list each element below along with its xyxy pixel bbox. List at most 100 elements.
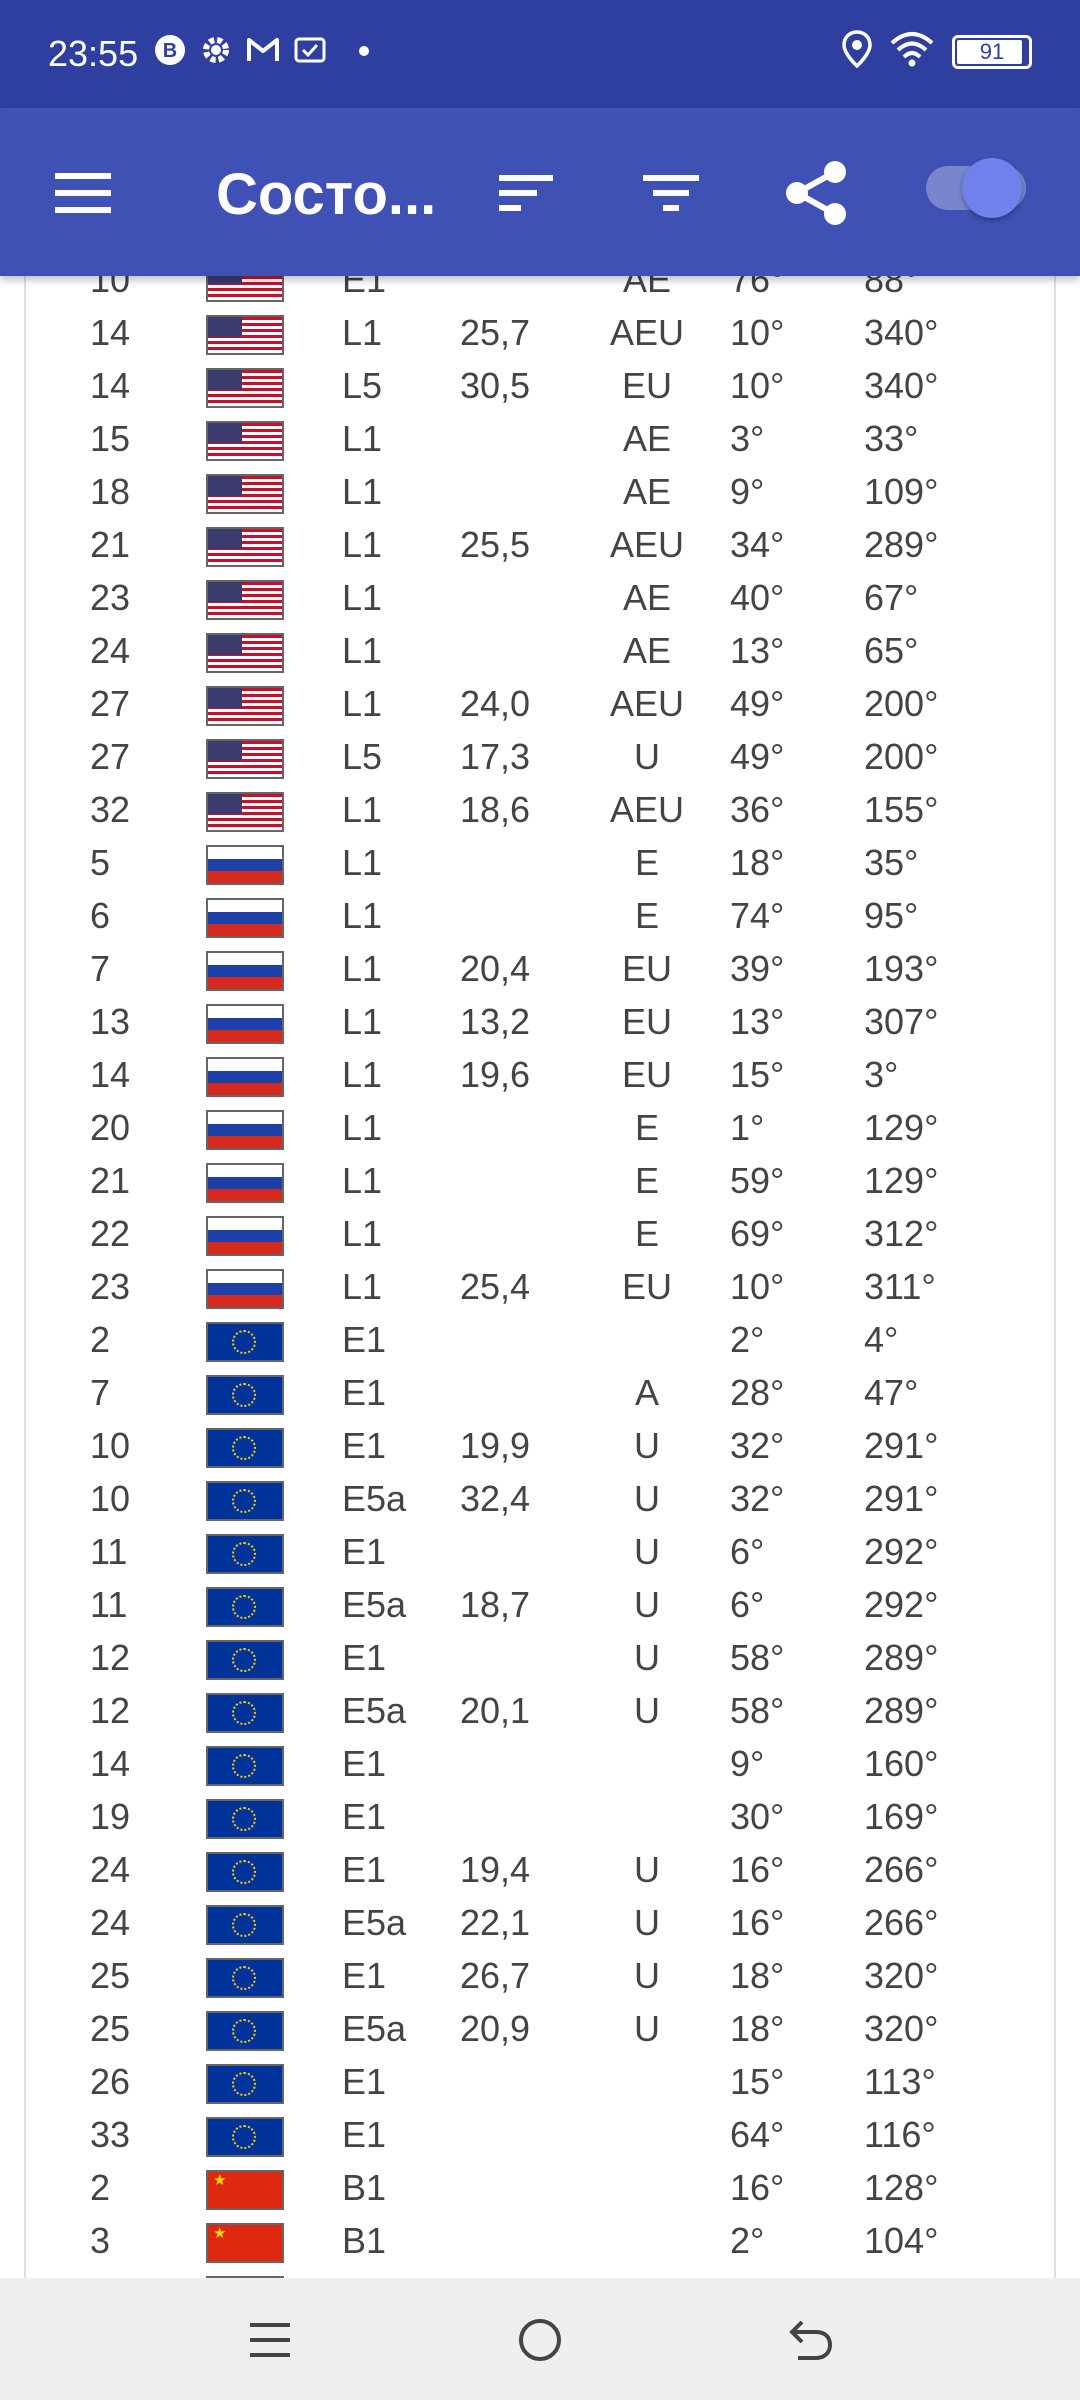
flag-eu-icon — [206, 2064, 284, 2104]
azimuth: 116° — [864, 2114, 936, 2155]
table-row[interactable]: 14 L1 25,7 AEU 10° 340° — [26, 307, 1054, 360]
usage-flags: A — [634, 1372, 659, 1413]
snr-value: 19,6 — [460, 1054, 531, 1095]
table-row[interactable]: 5 L1 E 18° 35° — [26, 837, 1054, 890]
elevation: 9° — [730, 1743, 765, 1784]
flag-eu-icon — [206, 1534, 284, 1574]
elevation: 3° — [730, 418, 765, 459]
table-row[interactable]: 23 L1 AE 40° 67° — [26, 572, 1054, 625]
table-row[interactable]: 21 L1 E 59° 129° — [26, 1155, 1054, 1208]
elevation: 58° — [730, 1690, 785, 1731]
snr-value: 25,5 — [460, 524, 531, 565]
usage-flags: AE — [622, 471, 672, 512]
table-row[interactable]: 10 E1 19,9 U 32° 291° — [26, 1420, 1054, 1473]
elevation: 13° — [730, 1001, 785, 1042]
battery-level: 91 — [979, 38, 1005, 64]
table-row[interactable]: 25 E1 26,7 U 18° 320° — [26, 1950, 1054, 2003]
flag-us-icon — [206, 527, 284, 567]
table-row[interactable]: 22 L1 E 69° 312° — [26, 1208, 1054, 1261]
azimuth: 47° — [864, 1372, 919, 1413]
table-row[interactable]: 21 L1 25,5 AEU 34° 289° — [26, 519, 1054, 572]
table-row[interactable]: 20 L1 E 1° 129° — [26, 1102, 1054, 1155]
table-row[interactable]: 33 E1 64° 116° — [26, 2109, 1054, 2162]
table-row[interactable]: 23 L1 25,4 EU 10° 311° — [26, 1261, 1054, 1314]
flag-ru-icon — [206, 1163, 284, 1203]
azimuth: 340° — [864, 365, 939, 406]
signal-band: E1 — [342, 1425, 387, 1466]
azimuth: 4° — [864, 1319, 899, 1360]
azimuth: 65° — [864, 630, 919, 671]
table-row[interactable]: 25 E5a 20,9 U 18° 320° — [26, 2003, 1054, 2056]
sat-number: 2 — [90, 1319, 111, 1360]
sort-icon[interactable] — [484, 150, 570, 236]
filter-icon[interactable] — [628, 150, 714, 236]
table-row[interactable]: 11 E1 U 6° 292° — [26, 1526, 1054, 1579]
sat-number: 12 — [90, 1690, 131, 1731]
snr-value: 24,0 — [460, 683, 531, 724]
page-title: Состо... — [216, 162, 437, 227]
sat-number: 27 — [90, 736, 131, 777]
table-row[interactable]: 24 E1 19,4 U 16° 266° — [26, 1844, 1054, 1897]
signal-band: E1 — [342, 1531, 387, 1572]
back-icon[interactable] — [778, 2308, 842, 2372]
table-row[interactable]: 24 L1 AE 13° 65° — [26, 625, 1054, 678]
table-row[interactable]: 12 E1 U 58° 289° — [26, 1632, 1054, 1685]
usage-flags: EU — [621, 1266, 672, 1307]
elevation: 10° — [730, 1266, 785, 1307]
flag-eu-icon — [206, 1693, 284, 1733]
usage-flags: U — [634, 2008, 660, 2049]
table-row[interactable]: 26 E1 15° 113° — [26, 2056, 1054, 2109]
table-row[interactable]: 32 L1 18,6 AEU 36° 155° — [26, 784, 1054, 837]
elevation: 13° — [730, 630, 785, 671]
sat-number: 2 — [90, 2167, 111, 2208]
elevation: 1° — [730, 1107, 765, 1148]
sat-number: 13 — [90, 1001, 131, 1042]
usage-flags: EU — [621, 1001, 672, 1042]
snr-value: 13,2 — [460, 1001, 531, 1042]
table-row[interactable]: 14 L1 19,6 EU 15° 3° — [26, 1049, 1054, 1102]
table-row[interactable]: 27 L1 24,0 AEU 49° 200° — [26, 678, 1054, 731]
table-row[interactable]: 2 B1 16° 128° — [26, 2162, 1054, 2215]
flag-ru-icon — [206, 1216, 284, 1256]
sat-number: 21 — [90, 1160, 131, 1201]
table-row[interactable]: 24 E5a 22,1 U 16° 266° — [26, 1897, 1054, 1950]
table-row[interactable]: 11 E5a 18,7 U 6° 292° — [26, 1579, 1054, 1632]
usage-flags: U — [634, 1902, 660, 1943]
table-row[interactable]: 27 L5 17,3 U 49° 200° — [26, 731, 1054, 784]
flag-ru-icon — [206, 898, 284, 938]
snr-value: 26,7 — [460, 1955, 531, 1996]
table-row[interactable]: 19 E1 30° 169° — [26, 1791, 1054, 1844]
snr-value: 20,1 — [460, 1690, 531, 1731]
usage-flags: EU — [621, 1054, 672, 1095]
sat-number: 3 — [90, 2220, 111, 2261]
flag-eu-icon — [206, 1375, 284, 1415]
table-row[interactable]: 7 L1 20,4 EU 39° 193° — [26, 943, 1054, 996]
nav-bar — [0, 2278, 1080, 2400]
azimuth: 129° — [864, 1160, 939, 1201]
sat-number: 5 — [90, 842, 111, 883]
table-row[interactable]: 3 B1 2° 104° — [26, 2215, 1054, 2268]
share-icon[interactable] — [774, 150, 860, 236]
signal-band: E5a — [342, 1690, 407, 1731]
elevation: 6° — [730, 1584, 765, 1625]
snr-value: 25,4 — [460, 1266, 531, 1307]
table-row[interactable]: 13 L1 13,2 EU 13° 307° — [26, 996, 1054, 1049]
table-row[interactable]: 2 E1 2° 4° — [26, 1314, 1054, 1367]
table-row[interactable]: 18 L1 AE 9° 109° — [26, 466, 1054, 519]
table-row[interactable]: 15 L1 AE 3° 33° — [26, 413, 1054, 466]
signal-band: L1 — [342, 471, 383, 512]
menu-icon[interactable] — [40, 150, 126, 236]
sat-number: 26 — [90, 2061, 131, 2102]
table-row[interactable]: 7 E1 A 28° 47° — [26, 1367, 1054, 1420]
elevation: 76° — [730, 276, 785, 300]
table-row[interactable]: 12 E5a 20,1 U 58° 289° — [26, 1685, 1054, 1738]
table-row[interactable]: 14 E1 9° 160° — [26, 1738, 1054, 1791]
home-icon[interactable] — [508, 2308, 572, 2372]
table-row[interactable]: 14 L5 30,5 EU 10° 340° — [26, 360, 1054, 413]
table-row[interactable]: 6 L1 E 74° 95° — [26, 890, 1054, 943]
satellite-list[interactable]: 10 E1 AE 76° 88° 14 L1 25,7 AEU 10° 340° 14 L5 3… — [24, 276, 1056, 2278]
recents-icon[interactable] — [238, 2308, 302, 2372]
table-row[interactable]: 10 E5a 32,4 U 32° 291° — [26, 1473, 1054, 1526]
azimuth: 200° — [864, 683, 939, 724]
signal-band: E1 — [342, 1796, 387, 1837]
